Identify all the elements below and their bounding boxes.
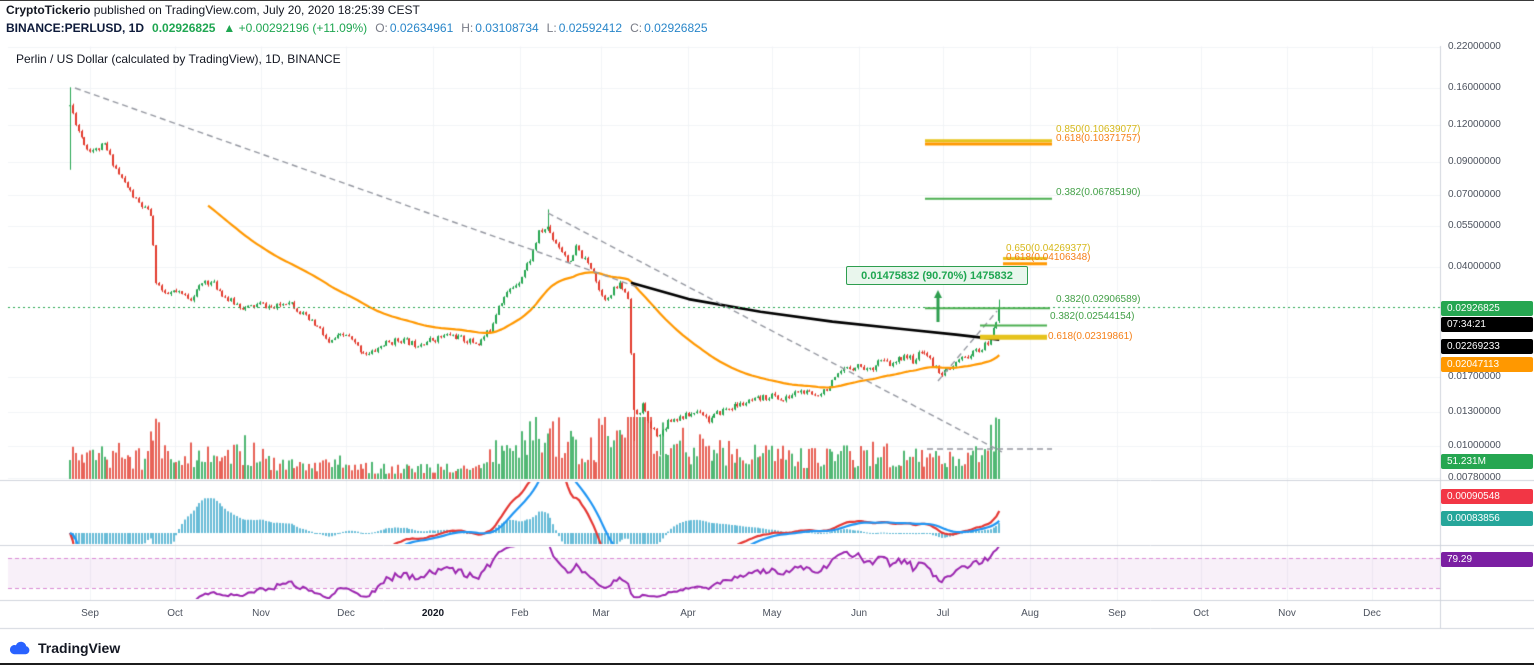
open-label: O: <box>375 21 388 35</box>
tradingview-cloud-icon <box>8 640 32 656</box>
attribution-line: CryptoTickerio published on TradingView.… <box>6 3 420 17</box>
time-label: May <box>762 608 782 619</box>
time-label: Aug <box>1021 608 1039 619</box>
price-scale[interactable]: 0.22000000 0.16000000 0.12000000 0.09000000… <box>1441 41 1534 629</box>
time-label: Dec <box>337 608 355 619</box>
low-label: L: <box>546 21 557 35</box>
fib-label: 0.618(0.02319861) <box>1048 331 1133 342</box>
time-label: Dec <box>1363 608 1381 619</box>
footer: TradingView <box>0 632 1534 663</box>
price-tick: 0.16000000 <box>1448 82 1501 94</box>
last-price: 0.02926825 <box>152 21 216 35</box>
ohlc-close: C: 0.02926825 <box>630 21 707 35</box>
close-value: 0.02926825 <box>644 21 708 35</box>
high-value: 0.03108734 <box>475 21 539 35</box>
price-tick: 0.09000000 <box>1448 156 1501 168</box>
countdown-badge: 07:34:21 <box>1441 317 1533 332</box>
macd-badge: 0.00090548 <box>1441 489 1533 504</box>
price-tick: 0.01300000 <box>1448 406 1501 418</box>
close-label: C: <box>630 21 643 35</box>
time-label: Sep <box>1108 608 1126 619</box>
time-label: Oct <box>1193 608 1209 619</box>
price-tick: 0.12000000 <box>1448 119 1501 131</box>
attribution-text: published on TradingView.com, July 20, 2… <box>90 3 420 17</box>
fib-label: 0.382(0.02906589) <box>1056 294 1141 305</box>
fib-label: 0.850(0.10639077) <box>1056 124 1141 135</box>
symbol-ohlc-bar: BINANCE:PERLUSD, 1D 0.02926825 ▲ +0.0029… <box>6 21 708 35</box>
price-tick: 0.01700000 <box>1448 371 1501 383</box>
macd-signal-badge: 0.00083856 <box>1441 511 1533 526</box>
time-label: Apr <box>680 608 696 619</box>
time-label: 2020 <box>421 608 445 619</box>
author-name: CryptoTickerio <box>6 3 91 17</box>
fib-label: 0.650(0.04269377) <box>1006 243 1091 254</box>
time-label: Jun <box>850 608 868 619</box>
open-value: 0.02634961 <box>389 21 454 35</box>
time-label: Feb <box>511 608 529 619</box>
time-label: Mar <box>592 608 610 619</box>
pane-title: Perlin / US Dollar (calculated by Tradin… <box>16 52 341 66</box>
target-price-label: 0.01475832 (90.70%) 1475832 <box>846 266 1028 285</box>
price-tick: 0.07000000 <box>1448 188 1501 200</box>
time-label: Oct <box>167 608 183 619</box>
last-price-badge: 0.02926825 <box>1441 301 1533 316</box>
time-label: Nov <box>1278 608 1296 619</box>
ohlc-low: L: 0.02592412 <box>547 21 622 35</box>
ohlc-open: O: 0.02634961 <box>375 21 453 35</box>
symbol-name: BINANCE:PERLUSD, 1D <box>6 21 145 35</box>
volume-badge: 51.231M <box>1441 454 1533 469</box>
fib-label: 0.618(0.10371757) <box>1056 133 1141 144</box>
price-tick: 0.01000000 <box>1448 439 1501 451</box>
time-label: Nov <box>252 608 270 619</box>
brand-text: TradingView <box>38 639 121 656</box>
time-label: Sep <box>81 608 99 619</box>
black-ma-badge: 0.02269233 <box>1441 339 1533 354</box>
bottom-border <box>0 663 1534 665</box>
fib-label: 0.382(0.06785190) <box>1056 187 1141 198</box>
price-change: ▲ +0.00292196 (+11.09%) <box>223 21 368 35</box>
fib-label: 0.382(0.02544154) <box>1050 311 1135 322</box>
high-label: H: <box>461 21 474 35</box>
orange-ma-badge: 0.02047113 <box>1441 357 1533 372</box>
low-value: 0.02592412 <box>558 21 623 35</box>
ohlc-high: H: 0.03108734 <box>461 21 538 35</box>
fib-label: 0.618(0.04106348) <box>1006 252 1091 263</box>
time-label: Jul <box>936 608 950 619</box>
price-tick: 0.00780000 <box>1448 472 1501 484</box>
price-tick: 0.22000000 <box>1448 41 1501 52</box>
tradingview-logo-link[interactable]: TradingView <box>8 640 120 656</box>
rsi-badge: 79.29 <box>1441 552 1533 567</box>
price-tick: 0.05500000 <box>1448 219 1501 231</box>
price-tick: 0.04000000 <box>1448 261 1501 273</box>
time-scale[interactable]: Sep Oct Nov Dec 2020 Feb Mar Apr May Jun Jul Aug Sep… <box>0 601 1440 628</box>
